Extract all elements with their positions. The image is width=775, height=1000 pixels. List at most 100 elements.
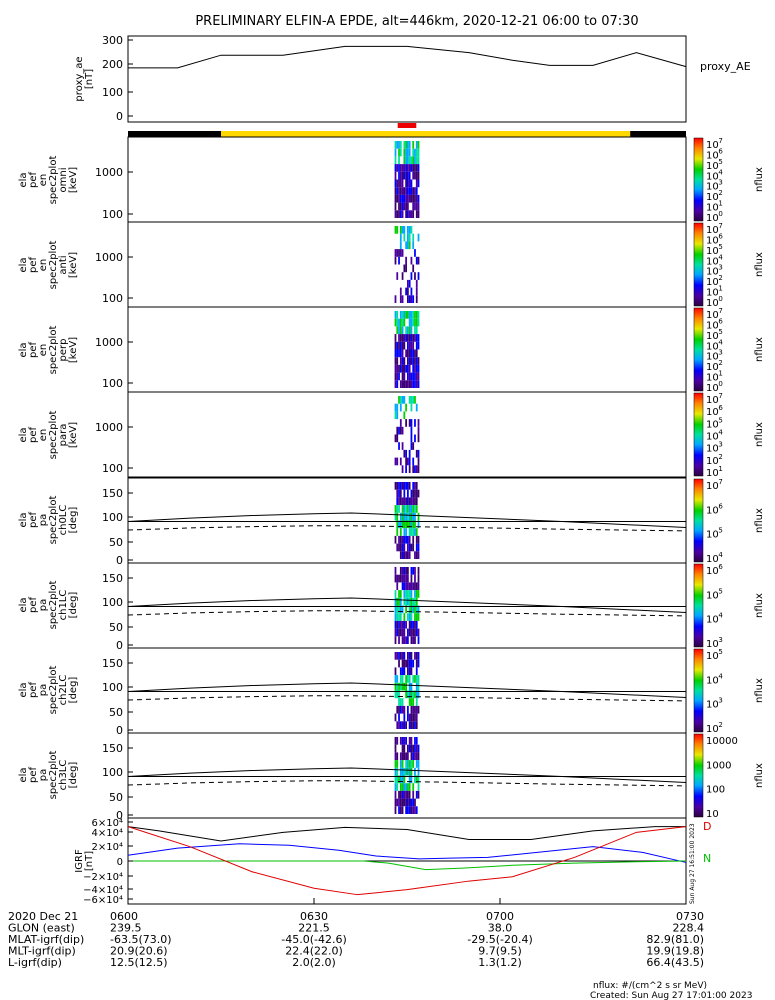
y-axis-label-igrf-1: [nT] xyxy=(84,851,95,871)
spectrogram-cell xyxy=(407,187,409,195)
spectrogram-cell xyxy=(396,434,399,443)
y-axis-label-perp-4: perp xyxy=(58,339,69,362)
spectrogram-cell xyxy=(412,318,415,327)
spectrogram-cell xyxy=(408,482,411,490)
spectrogram-cell xyxy=(403,636,406,644)
spectrogram-cell xyxy=(399,567,402,575)
y-tick-label-igrf: 2×10⁴ xyxy=(92,842,123,853)
spectrogram-cell xyxy=(410,760,413,768)
spectrogram-cell xyxy=(414,164,416,172)
spectrogram-cell xyxy=(415,156,418,165)
y-axis-label-ch2LC-1: pef xyxy=(28,682,39,699)
colorbar-tick-ch2LC: 10 xyxy=(706,651,719,662)
spectrogram-cell xyxy=(398,690,400,699)
spectrogram-cell xyxy=(414,326,416,335)
spectrogram-cell xyxy=(394,806,397,814)
spectrogram-cell xyxy=(415,465,418,473)
spectrogram-cell xyxy=(399,675,402,683)
colorbar-tick-ch0LC: 10 xyxy=(706,505,719,516)
colorbar-label-ch0LC: nflux xyxy=(754,508,765,533)
spectrogram-cell xyxy=(417,551,420,559)
spectrogram-cell xyxy=(407,295,409,303)
spectrogram-cell xyxy=(399,760,402,768)
y-tick-label-ch3LC: 0 xyxy=(116,809,123,822)
spectrogram-cell xyxy=(407,636,409,644)
spectrogram-cell xyxy=(401,520,404,529)
spectrogram-cell xyxy=(408,760,411,768)
y-axis-label-ch2LC-4: ch2LC xyxy=(58,675,69,706)
colorbar-omni xyxy=(693,137,704,222)
colorbar-tick-ch2LC: 10 xyxy=(706,700,719,711)
spectrogram-cell xyxy=(394,295,397,303)
spectrogram-cell xyxy=(399,551,402,559)
spectrogram-cell xyxy=(399,667,402,676)
spectrogram-cell xyxy=(414,171,416,180)
spectrogram-cell xyxy=(417,372,420,381)
colorbar-tick-exp-perp: 6 xyxy=(718,317,723,325)
spectrogram-cell xyxy=(414,249,416,257)
spectrogram-cell xyxy=(410,752,413,761)
spectrogram-cell xyxy=(410,156,413,165)
spectrogram-cell xyxy=(394,334,397,342)
spectrogram-cell xyxy=(410,574,413,583)
spectrogram-cell xyxy=(415,311,418,319)
spectrogram-cell xyxy=(394,364,397,373)
colorbar-tick-exp-ch2LC: 5 xyxy=(718,648,722,656)
spectrogram-cell xyxy=(410,659,413,668)
spectrogram-cell xyxy=(415,256,418,265)
spectrogram-cell xyxy=(405,752,407,761)
spectrogram-cell xyxy=(407,148,409,157)
colorbar-tick-perp: 10 xyxy=(706,341,719,352)
spectrogram-cell xyxy=(415,179,418,188)
x-tick-marks xyxy=(127,898,687,904)
spectrogram-cell xyxy=(396,141,399,149)
spectrogram-cell xyxy=(412,512,415,521)
spectrogram-cell xyxy=(401,380,404,388)
y-axis-label-ch0LC-2: pa xyxy=(38,514,49,526)
colorbar-tick-omni: 10 xyxy=(706,171,719,182)
spectrogram-cell xyxy=(415,652,418,660)
spectrogram-cell xyxy=(410,210,413,218)
spectrogram-cell xyxy=(407,482,409,490)
colorbar-tick-exp-omni: 3 xyxy=(718,179,722,187)
ephemeris-value: -45.0(-42.6) xyxy=(281,933,347,946)
spectrogram-cell xyxy=(407,628,409,637)
colorbar-tick-anti: 10 xyxy=(706,235,719,246)
spectrogram-cell xyxy=(408,682,411,691)
spectrogram-cell xyxy=(408,767,411,776)
spectrogram-cell xyxy=(396,682,399,691)
ephemeris-value: 12.5(12.5) xyxy=(110,956,168,969)
spectrogram-cell xyxy=(408,806,411,814)
spectrogram-cell xyxy=(415,535,418,544)
spectrogram-cell xyxy=(407,279,409,288)
spectrogram-cell xyxy=(408,690,411,699)
spectrogram-cell xyxy=(407,806,409,814)
spectrogram-cell xyxy=(414,528,416,536)
colorbar-tick-omni: 10 xyxy=(706,192,719,203)
spectrogram-cell xyxy=(405,156,407,165)
spectrogram-cell xyxy=(396,628,399,637)
spectrogram-cell xyxy=(415,760,418,768)
spectrogram-cell xyxy=(401,582,404,591)
spectrogram-cell xyxy=(403,341,406,350)
y-axis-label-ch0LC-4: ch0LC xyxy=(58,505,69,536)
spectrogram-cell xyxy=(410,636,413,644)
spectrogram-cell xyxy=(401,744,404,753)
spectrogram-cell xyxy=(415,334,418,342)
spectrogram-cell xyxy=(408,659,411,668)
spectrogram-cell xyxy=(417,682,420,691)
spectrogram-cell xyxy=(410,582,413,591)
spectrogram-cell xyxy=(412,721,415,729)
spectrogram-cell xyxy=(407,590,409,598)
spectrogram-cell xyxy=(412,752,415,761)
y-tick-label-ch1LC: 100 xyxy=(102,596,123,609)
colorbar-tick-anti: 10 xyxy=(706,225,719,236)
spectrogram-cell xyxy=(396,597,399,606)
spectrogram-cell xyxy=(417,636,420,644)
pa-anti-loss-cone-line-2 xyxy=(127,695,687,702)
spectrogram-cell xyxy=(407,652,409,660)
y-axis-label-omni-1: pef xyxy=(28,172,39,189)
spectrogram-cell xyxy=(412,210,415,218)
spectrogram-cell xyxy=(407,543,409,552)
spectrogram-cell xyxy=(407,210,409,218)
